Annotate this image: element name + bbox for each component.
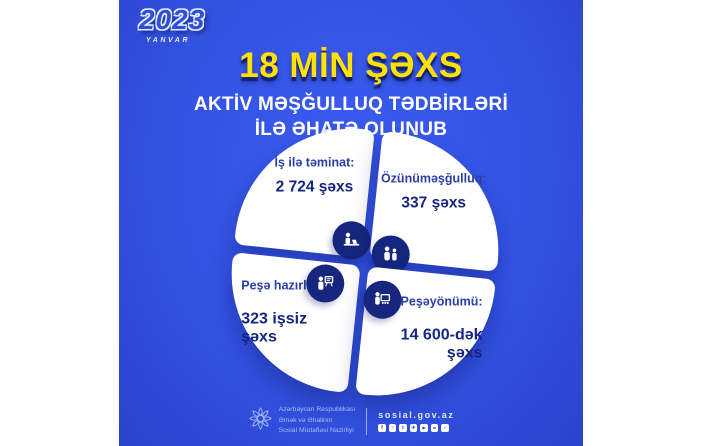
infographic-panel: 2023 YANVAR 18 MİN ŞƏXS AKTİV MƏŞĞULLUQ … bbox=[119, 0, 583, 446]
slice-value: 2 724 şəxs bbox=[275, 178, 354, 196]
facebook-icon bbox=[378, 424, 386, 432]
year-badge-text: 2023 bbox=[139, 4, 206, 35]
ministry-emblem-icon bbox=[248, 406, 273, 436]
ministry-name-line3: Sosial Müdafiəsi Nazirliyi bbox=[278, 427, 354, 435]
site-block: sosial.gov.az bbox=[378, 410, 454, 432]
ministry-name: Azərbaycan Respublikası Əmək və Əhalinin… bbox=[279, 405, 356, 437]
linkedin-icon bbox=[430, 424, 439, 432]
website-url: sosial.gov.az bbox=[378, 410, 455, 421]
headline-highlight: 18 MİN ŞƏXS bbox=[239, 46, 463, 85]
headline-subtitle-line1: AKTİV MƏŞĞULLUQ TƏDBİRLƏRİ bbox=[193, 94, 509, 115]
ministry-name-line1: Azərbaycan Respublikası bbox=[278, 406, 356, 414]
slice-label: İş ilə təminat: bbox=[274, 155, 355, 170]
slice-value: 337 şəxs bbox=[401, 194, 467, 212]
pie-slice-training: Peşə hazırlığı: 323 işsiz şəxs bbox=[219, 252, 361, 393]
youtube-icon bbox=[420, 424, 428, 432]
telegram-icon bbox=[409, 424, 418, 432]
slice-value: 323 işsiz şəxs bbox=[241, 310, 308, 346]
year-badge: 2023 YANVAR bbox=[139, 4, 205, 44]
twitter-icon bbox=[399, 424, 407, 432]
training-icon bbox=[306, 264, 345, 303]
ministry-name-line2: Əmək və Əhalinin bbox=[278, 416, 333, 424]
tiktok-icon bbox=[441, 424, 449, 432]
social-icons-row bbox=[378, 424, 454, 432]
slice-label: Peşəyönümü: bbox=[400, 294, 483, 309]
self-employment-icon bbox=[371, 235, 410, 274]
footer-divider bbox=[366, 407, 368, 435]
employment-desk-icon bbox=[332, 221, 371, 260]
slice-label: Özünüməşğulluq: bbox=[380, 171, 487, 186]
slice-value: 14 600-dək şəxs bbox=[400, 326, 483, 363]
pie-slice-self-employment: Özünüməşğulluq: 337 şəxs bbox=[369, 131, 511, 274]
month-label: YANVAR bbox=[146, 37, 191, 44]
pie-slice-employment: İş ilə təminat: 2 724 şəxs bbox=[234, 116, 375, 260]
career-guidance-icon bbox=[363, 280, 402, 319]
ministry-block: Azərbaycan Respublikası Əmək və Əhalinin… bbox=[248, 405, 356, 437]
instagram-icon bbox=[388, 424, 397, 432]
pie-slice-career-guidance: Peşəyönümü: 14 600-dək şəxs bbox=[355, 266, 496, 408]
footer: Azərbaycan Respublikası Əmək və Əhalinin… bbox=[119, 405, 583, 437]
pie-chart: İş ilə təminat: 2 724 şəxs Özünüməşğullu… bbox=[219, 116, 511, 408]
